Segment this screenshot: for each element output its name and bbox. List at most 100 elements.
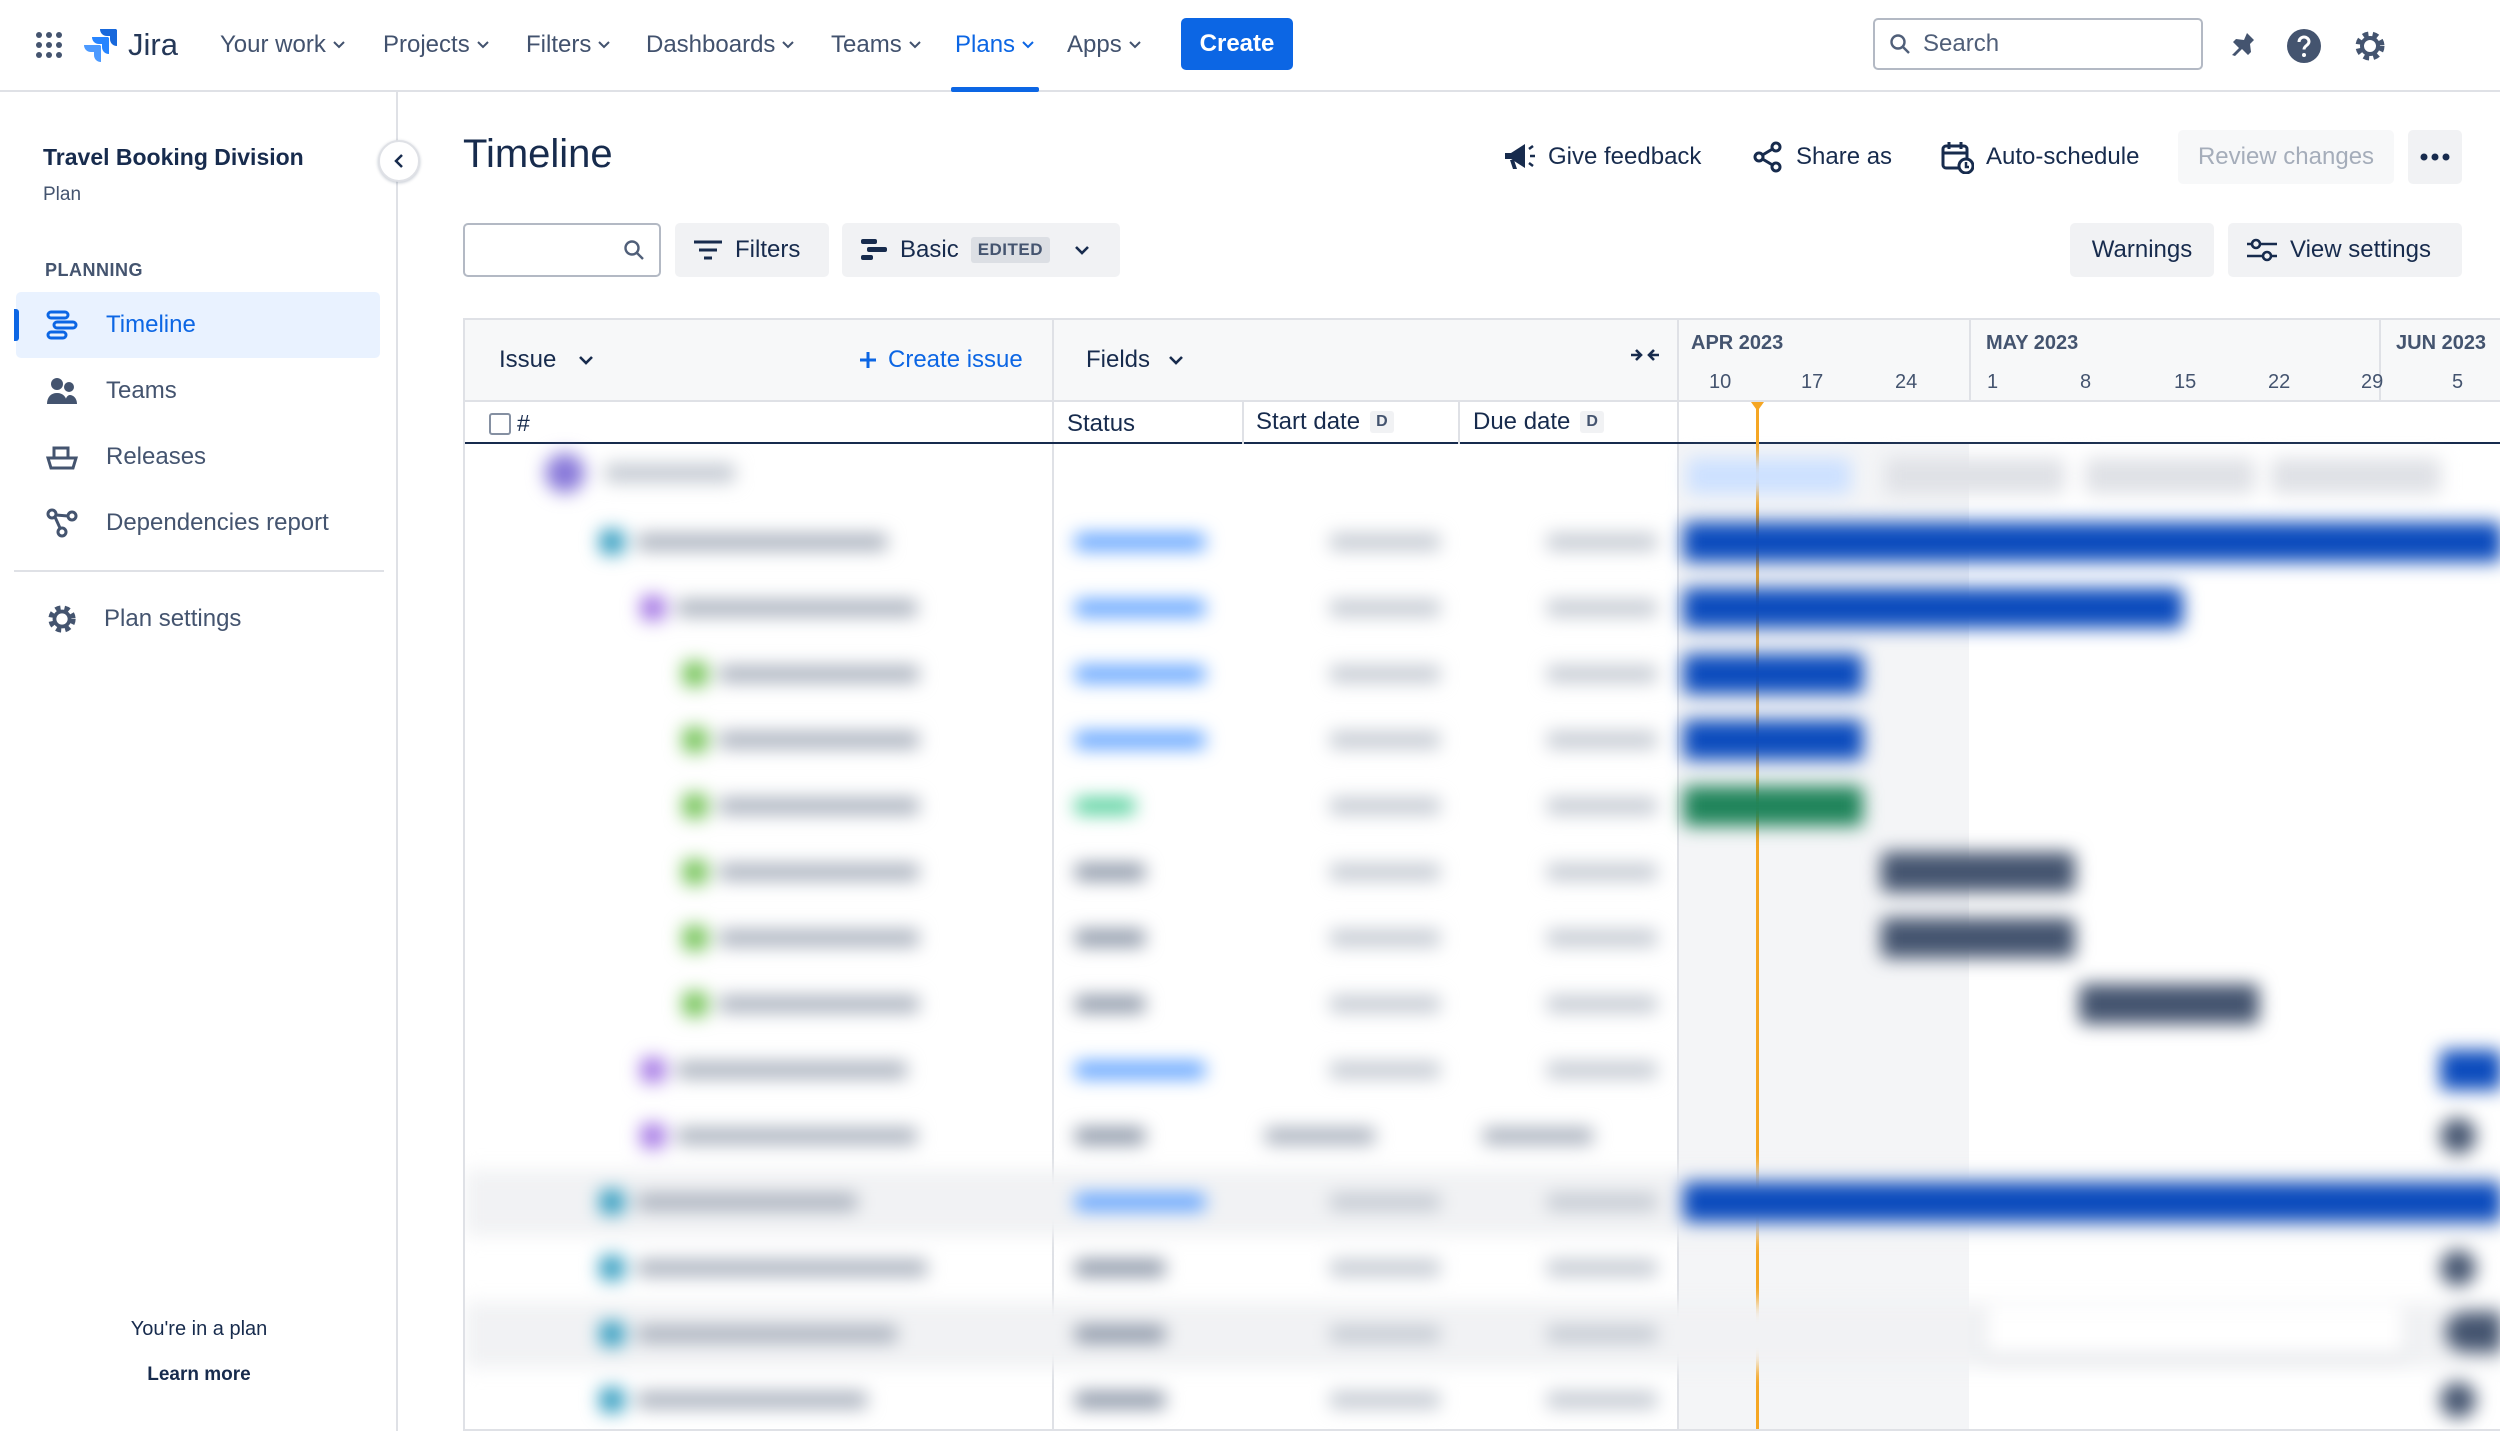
nav-projects[interactable]: Projects [383, 0, 490, 90]
status-lozenge [1075, 996, 1145, 1012]
nav-plans-label: Plans [955, 31, 1016, 58]
view-settings-label: View settings [2290, 236, 2431, 263]
timeline-bar-in-progress [2440, 1050, 2500, 1090]
view-selector[interactable]: Basic EDITED [842, 223, 1120, 277]
search-icon [623, 239, 645, 261]
sidebar-item-timeline[interactable]: Timeline [14, 292, 380, 358]
chevron-down-icon [476, 40, 490, 50]
status-lozenge [1075, 1326, 1165, 1342]
sidebar-item-label: Releases [106, 443, 207, 470]
week-label: 29 [2361, 371, 2384, 393]
placeholder-text [719, 864, 919, 880]
learn-more-link[interactable]: Learn more [147, 1364, 251, 1385]
placeholder-date [1330, 1260, 1440, 1276]
select-all-checkbox[interactable] [489, 413, 511, 435]
search-input[interactable]: Search [1873, 18, 2203, 70]
timeline-bar-todo [2079, 984, 2259, 1024]
notifications-icon[interactable] [2222, 26, 2262, 66]
auto-schedule-label: Auto-schedule [1986, 143, 2140, 170]
month-may-2023: MAY 2023 [1986, 332, 2079, 354]
jira-logo[interactable]: Jira [84, 24, 178, 66]
share-as-button[interactable]: Share as [1752, 130, 1892, 184]
issue-type-icon [600, 530, 624, 554]
view-label: Basic [900, 236, 959, 263]
status-lozenge [1075, 1128, 1145, 1144]
auto-schedule-button[interactable]: Auto-schedule [1940, 130, 2139, 184]
sprint-chip [2271, 458, 2441, 494]
zoom-control [2445, 1312, 2500, 1352]
sidebar-item-label: Plan settings [104, 605, 242, 632]
fields-header-label: Fields [1086, 346, 1151, 373]
jira-logo-icon [84, 27, 118, 63]
placeholder-text [677, 1128, 917, 1144]
nav-dashboards[interactable]: Dashboards [646, 0, 795, 90]
help-icon[interactable] [2284, 26, 2324, 66]
nav-filters[interactable]: Filters [526, 0, 611, 90]
week-label: 22 [2268, 371, 2291, 393]
placeholder-date [1547, 600, 1657, 616]
collapse-sidebar-button[interactable] [378, 140, 420, 182]
timeline-nav-controls [1985, 1304, 2405, 1356]
timeline-bar-done [1683, 786, 1863, 826]
give-feedback-button[interactable]: Give feedback [1502, 130, 1701, 184]
hash-header: # [517, 410, 530, 436]
status-lozenge [1075, 864, 1145, 880]
nav-apps[interactable]: Apps [1067, 0, 1142, 90]
grid-header [465, 320, 2500, 402]
timeline-bar-in-progress [1683, 588, 2183, 628]
week-label: 10 [1709, 371, 1732, 393]
filters-label: Filters [735, 236, 801, 263]
issue-type-icon [683, 860, 707, 884]
app-switcher-icon[interactable] [32, 28, 66, 62]
issue-row [465, 774, 2500, 840]
nav-teams[interactable]: Teams [831, 0, 922, 90]
status-header[interactable]: Status [1067, 410, 1136, 437]
start-date-header[interactable]: Start date D [1256, 408, 1394, 436]
issue-type-icon [600, 1388, 624, 1412]
releases-icon [42, 437, 82, 477]
issue-type-icon [683, 794, 707, 818]
placeholder-text [637, 534, 887, 550]
plan-timeline-grid: Issue Create issue Fields APR 2023 MAY 2… [463, 318, 2500, 1431]
settings-gear-icon[interactable] [2350, 26, 2390, 66]
placeholder-date [1547, 864, 1657, 880]
placeholder-date [1330, 732, 1440, 748]
filter-icon [693, 239, 723, 261]
placeholder-text [637, 1326, 897, 1342]
status-lozenge [1075, 534, 1205, 550]
issue-header[interactable]: Issue [499, 346, 594, 374]
placeholder-text [719, 732, 919, 748]
timeline-bar-in-progress [1683, 654, 1863, 694]
placeholder-date [1330, 666, 1440, 682]
fields-header[interactable]: Fields [1086, 346, 1184, 374]
filter-search-input[interactable] [463, 223, 661, 277]
status-lozenge [1075, 1062, 1205, 1078]
issue-type-icon [641, 1124, 665, 1148]
issue-row [465, 1104, 2500, 1170]
nav-your-work[interactable]: Your work [220, 0, 346, 90]
filters-button[interactable]: Filters [675, 223, 829, 277]
view-settings-button[interactable]: View settings [2228, 223, 2462, 277]
placeholder-date [1547, 1326, 1657, 1342]
gear-icon [42, 599, 82, 639]
create-issue-button[interactable]: Create issue [858, 346, 1023, 374]
sidebar-item-plan-settings[interactable]: Plan settings [14, 586, 378, 652]
more-actions-button[interactable] [2408, 130, 2462, 184]
placeholder-date [1330, 930, 1440, 946]
nav-plans[interactable]: Plans [950, 0, 1040, 92]
issue-type-icon [600, 1256, 624, 1280]
sidebar-item-dependencies-report[interactable]: Dependencies report [16, 490, 380, 556]
review-changes-button[interactable]: Review changes [2178, 130, 2394, 184]
sidebar-item-releases[interactable]: Releases [16, 424, 380, 490]
plan-type: Plan [43, 184, 82, 205]
status-lozenge [1075, 1392, 1165, 1408]
dependencies-icon [42, 503, 82, 543]
collapse-fields-icon[interactable] [1629, 344, 1661, 366]
week-label: 17 [1801, 371, 1824, 393]
due-date-header[interactable]: Due date D [1473, 408, 1604, 436]
chevron-down-icon [1021, 40, 1035, 50]
warnings-button[interactable]: Warnings [2070, 223, 2214, 277]
sidebar-item-teams[interactable]: Teams [16, 358, 380, 424]
week-label: 8 [2080, 371, 2092, 393]
create-button[interactable]: Create [1181, 18, 1293, 70]
